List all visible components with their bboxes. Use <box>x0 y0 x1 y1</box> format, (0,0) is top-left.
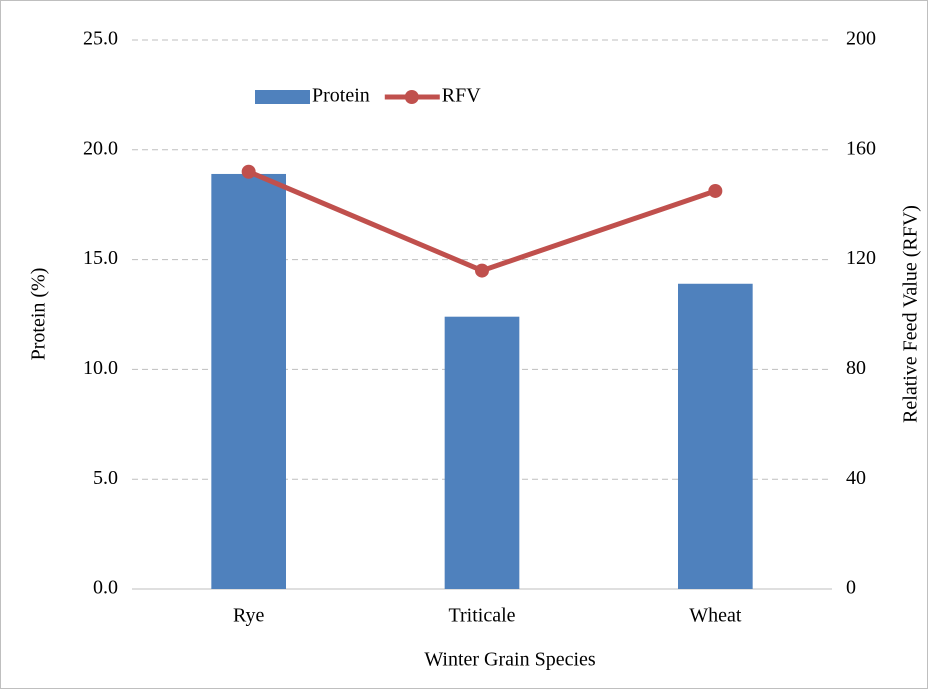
y2-tick-label: 40 <box>846 467 866 489</box>
legend-marker <box>404 90 419 104</box>
y-tick-label: 20.0 <box>83 137 118 159</box>
y2-tick-label: 120 <box>846 247 876 269</box>
y2-tick-label: 80 <box>846 357 866 379</box>
x-tick-label: Rye <box>233 605 265 627</box>
legend-label: RFV <box>442 85 481 107</box>
y-tick-label: 0.0 <box>93 577 118 599</box>
y2-axis-label: Relative Feed Value (RFV) <box>900 205 922 423</box>
y2-tick-label: 0 <box>846 577 856 599</box>
y2-tick-label: 160 <box>846 137 876 159</box>
y-tick-label: 10.0 <box>83 357 118 379</box>
x-tick-label: Triticale <box>448 605 515 627</box>
marker <box>475 263 489 278</box>
bar <box>211 173 286 589</box>
marker <box>241 164 256 179</box>
y-tick-label: 25.0 <box>83 28 118 50</box>
y-axis-label: Protein (%) <box>28 268 50 361</box>
bar <box>444 316 520 589</box>
x-tick-label: Wheat <box>689 605 742 627</box>
legend-label: Protein <box>312 85 370 107</box>
y2-tick-label: 200 <box>846 28 876 50</box>
y-tick-label: 5.0 <box>93 467 118 489</box>
marker <box>708 183 723 198</box>
legend-swatch <box>255 90 310 104</box>
x-axis-label: Winter Grain Species <box>424 649 596 671</box>
y-tick-label: 15.0 <box>83 247 118 269</box>
bar <box>678 283 753 589</box>
